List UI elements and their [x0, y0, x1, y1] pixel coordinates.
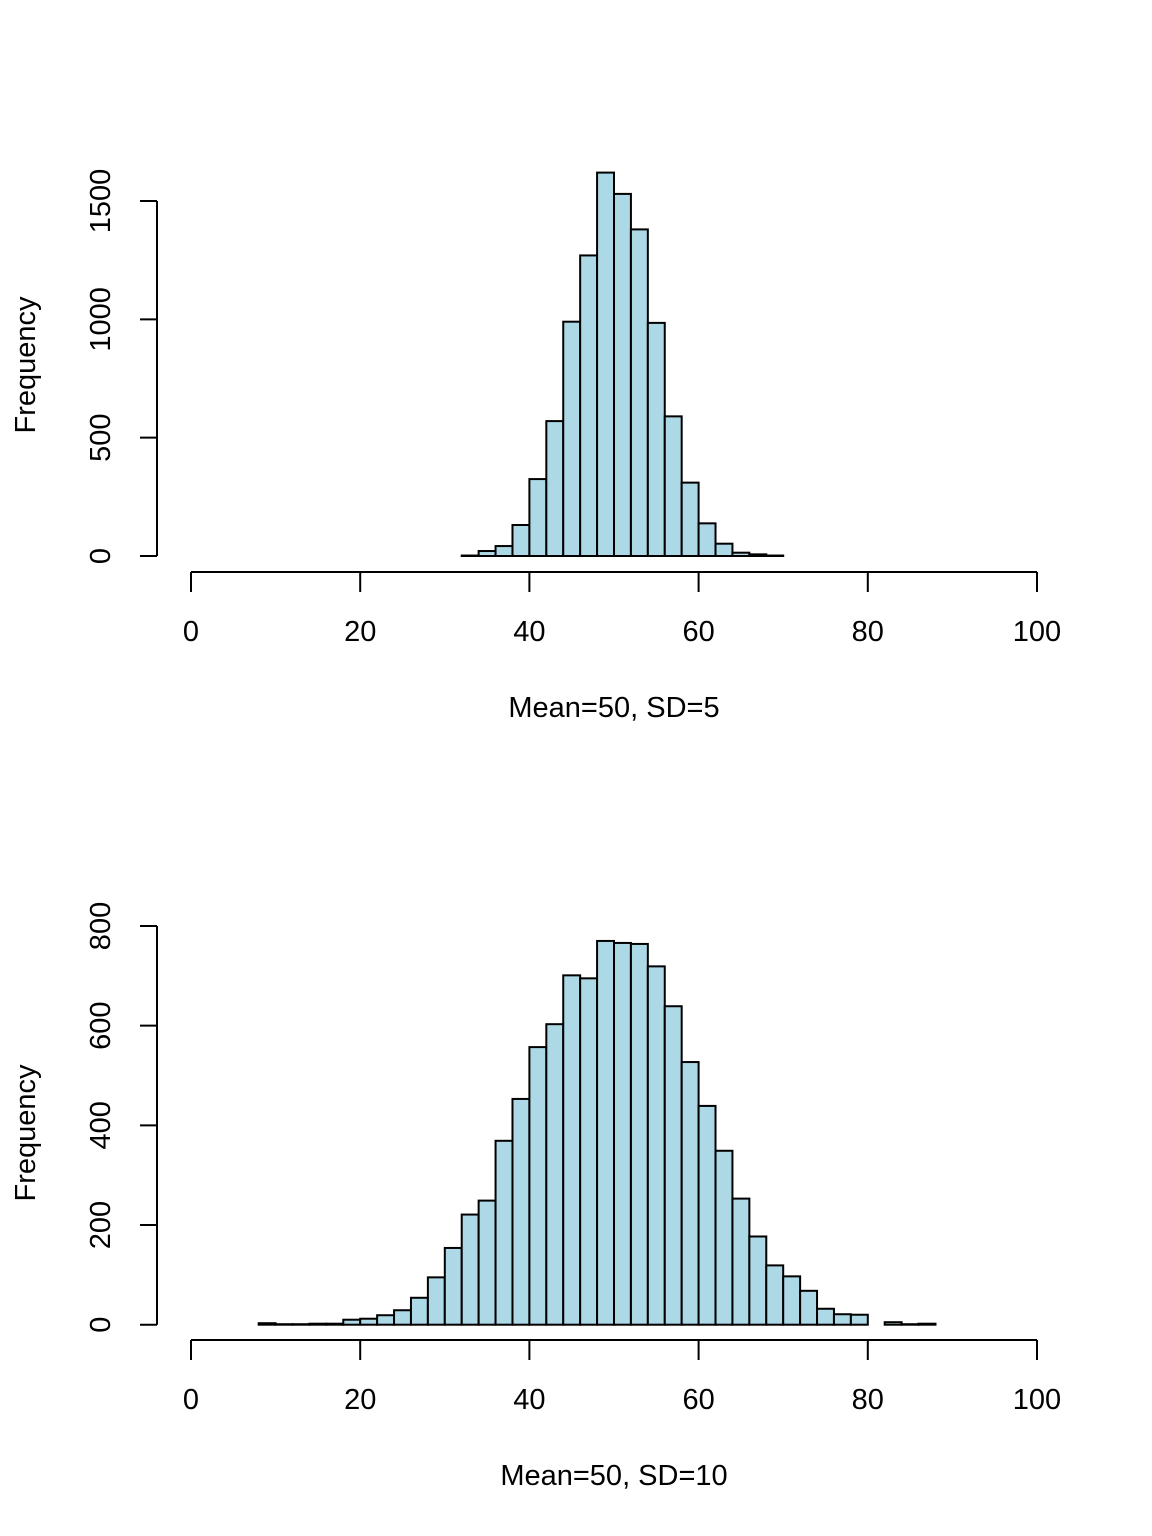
histogram-bar — [545, 1023, 565, 1326]
histogram-panel-sd10: 0 200 400 600 800 0 20 40 60 80 100 Mean=50, SD=1… — [10, 902, 1061, 1492]
x-axis: 0 20 40 60 80 100 — [183, 1339, 1061, 1416]
histogram-bar — [393, 1309, 412, 1326]
histogram-bar — [917, 1322, 937, 1326]
x-axis-title: Mean=50, SD=5 — [508, 692, 719, 724]
y-tick-label: 200 — [85, 1201, 117, 1249]
histogram-bar — [342, 1318, 362, 1326]
histogram-bar — [748, 1235, 768, 1326]
histogram-bar — [663, 415, 683, 557]
histogram-bar — [663, 1005, 683, 1326]
histogram-bar — [528, 478, 548, 558]
histogram-bar — [832, 1313, 852, 1326]
x-tick-label: 80 — [852, 616, 884, 648]
histogram-bar — [646, 321, 666, 557]
y-axis-title: Frequency — [10, 1064, 42, 1202]
histogram-bar — [579, 254, 599, 558]
histogram-bar — [528, 1046, 548, 1326]
histogram-bar — [629, 942, 649, 1326]
histogram-bar — [409, 1296, 429, 1326]
y-tick-label: 0 — [85, 548, 117, 564]
histogram-bar — [562, 974, 582, 1326]
histogram-bar — [494, 545, 514, 557]
histogram-bar — [680, 481, 700, 557]
histogram-bar — [629, 228, 649, 557]
histogram-bar — [849, 1313, 869, 1326]
histogram-bar — [359, 1317, 379, 1326]
histogram-bar — [562, 320, 582, 558]
histogram-bar — [494, 1139, 514, 1326]
y-tick-label: 400 — [85, 1101, 117, 1149]
histogram-bar — [731, 551, 751, 557]
histogram-bar — [545, 420, 565, 557]
y-tick-label: 0 — [85, 1317, 117, 1333]
bars — [257, 939, 937, 1326]
bars — [460, 171, 785, 558]
histogram-bar — [596, 939, 616, 1326]
x-tick-label: 0 — [183, 1384, 199, 1416]
x-axis-title: Mean=50, SD=10 — [500, 1460, 727, 1492]
x-tick-label: 40 — [513, 616, 545, 648]
x-tick-label: 100 — [1013, 616, 1061, 648]
histogram-bar — [426, 1276, 446, 1326]
histogram-bar — [325, 1322, 345, 1326]
histogram-bar — [376, 1314, 396, 1326]
y-axis-title: Frequency — [10, 296, 42, 434]
histogram-bar — [477, 550, 497, 558]
x-tick-label: 60 — [682, 1384, 714, 1416]
x-tick-label: 100 — [1013, 1384, 1061, 1416]
histogram-bar — [748, 553, 768, 557]
histogram-bar — [782, 1275, 802, 1326]
y-tick-label: 1000 — [85, 287, 117, 352]
histogram-bar — [697, 522, 717, 558]
y-tick-label: 500 — [85, 413, 117, 461]
y-axis: 0 200 400 600 800 — [85, 902, 158, 1333]
histogram-bar — [646, 965, 666, 1326]
x-tick-label: 20 — [344, 1384, 376, 1416]
histogram-bar — [680, 1061, 700, 1326]
histogram-bar — [731, 1197, 751, 1326]
y-tick-label: 1500 — [85, 169, 117, 234]
histogram-bar — [511, 523, 531, 557]
x-tick-label: 20 — [344, 616, 376, 648]
histogram-bar — [714, 542, 734, 558]
histogram-bar — [613, 941, 632, 1326]
histogram-bar — [443, 1246, 463, 1326]
histogram-bar — [511, 1097, 531, 1326]
histogram-bar — [613, 192, 632, 557]
x-tick-label: 0 — [183, 616, 199, 648]
histogram-bar — [714, 1149, 734, 1326]
y-tick-label: 800 — [85, 902, 117, 950]
x-tick-label: 40 — [513, 1384, 545, 1416]
histogram-bar — [460, 1213, 480, 1326]
histogram-bar — [596, 171, 616, 557]
x-tick-label: 80 — [852, 1384, 884, 1416]
histogram-bar — [308, 1322, 328, 1326]
histogram-bar — [816, 1307, 835, 1326]
histogram-bar — [477, 1199, 497, 1326]
histogram-bar — [579, 977, 599, 1326]
histogram-bar — [799, 1289, 819, 1326]
histogram-bar — [257, 1322, 277, 1326]
x-tick-label: 60 — [682, 616, 714, 648]
histogram-bar — [697, 1104, 717, 1326]
y-tick-label: 600 — [85, 1001, 117, 1049]
x-axis: 0 20 40 60 80 100 — [183, 571, 1061, 648]
y-axis: 0 500 1000 1500 — [85, 169, 158, 564]
histogram-bar — [765, 1264, 785, 1326]
histogram-bar — [883, 1321, 903, 1326]
